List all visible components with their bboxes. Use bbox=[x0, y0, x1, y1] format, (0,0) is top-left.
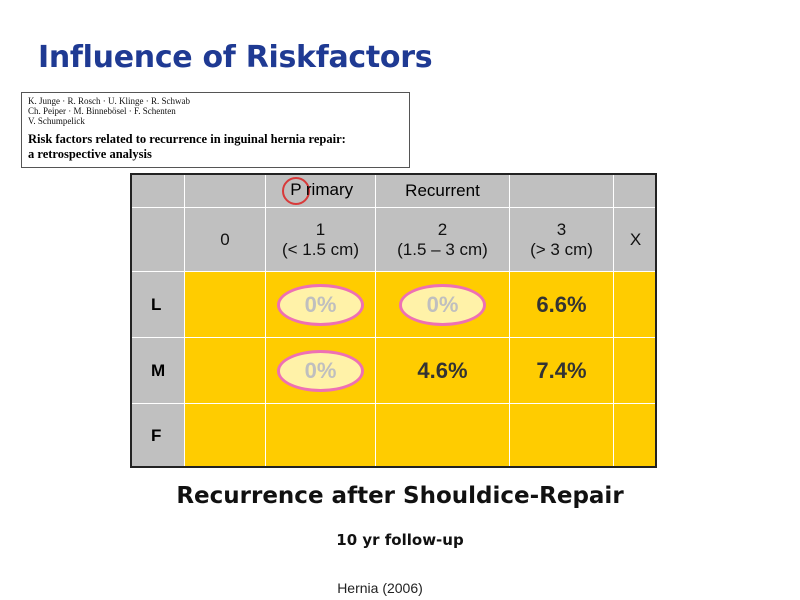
empty-header-cell bbox=[509, 173, 614, 208]
subtitle: Recurrence after Shouldice-Repair bbox=[176, 483, 624, 509]
table-cell bbox=[613, 403, 658, 469]
empty-header-cell bbox=[184, 173, 266, 208]
table-cell bbox=[184, 337, 266, 404]
recurrent-header: Recurrent bbox=[375, 173, 510, 208]
paper-title-line-2: a retrospective analysis bbox=[28, 147, 152, 161]
table-cell bbox=[184, 403, 266, 469]
col-header-3: 3 (> 3 cm) bbox=[509, 207, 614, 272]
highlight-oval: 0% bbox=[398, 283, 487, 326]
highlight-oval: 0% bbox=[276, 349, 365, 392]
table-cell: 6.6% bbox=[509, 271, 614, 338]
table-cell bbox=[613, 271, 658, 338]
table-cell: 0% bbox=[375, 271, 510, 338]
table-cell: 7.4% bbox=[509, 337, 614, 404]
empty-header-cell bbox=[130, 173, 185, 208]
highlight-oval: 0% bbox=[276, 283, 365, 326]
size-header-row: 0 1 (< 1.5 cm) 2 (1.5 – 3 cm) 3 (> 3 cm) X bbox=[130, 207, 658, 272]
table-cell bbox=[265, 403, 376, 469]
row-label: M bbox=[130, 337, 185, 404]
highlight-circle: P bbox=[281, 176, 310, 205]
row-label: F bbox=[130, 403, 185, 469]
table-cell bbox=[184, 271, 266, 338]
followup-label: 10 yr follow-up bbox=[336, 531, 464, 549]
source-label: Hernia (2006) bbox=[337, 580, 423, 596]
authors-line-3: V. Schumpelick bbox=[28, 116, 85, 126]
table-cell: 4.6% bbox=[375, 337, 510, 404]
table-row-f: F bbox=[130, 403, 658, 469]
table-cell bbox=[509, 403, 614, 469]
table-cell bbox=[613, 337, 658, 404]
col-header-0: 0 bbox=[184, 207, 266, 272]
citation-authors: K. Junge · R. Rosch · U. Klinge · R. Sch… bbox=[28, 96, 403, 126]
table-row-l: L 0% 0% 6.6% bbox=[130, 271, 658, 338]
authors-line-2: Ch. Peiper · M. Binnebösel · F. Schenten bbox=[28, 106, 176, 116]
row-label: L bbox=[130, 271, 185, 338]
paper-title-line-1: Risk factors related to recurrence in in… bbox=[28, 132, 346, 146]
col-header-1: 1 (< 1.5 cm) bbox=[265, 207, 376, 272]
citation-box: K. Junge · R. Rosch · U. Klinge · R. Sch… bbox=[21, 92, 410, 168]
empty-header-cell bbox=[613, 173, 658, 208]
col-header-2: 2 (1.5 – 3 cm) bbox=[375, 207, 510, 272]
corner-cell bbox=[130, 207, 185, 272]
table-row-m: M 0% 4.6% 7.4% bbox=[130, 337, 658, 404]
table-cell bbox=[375, 403, 510, 469]
citation-paper-title: Risk factors related to recurrence in in… bbox=[28, 132, 403, 162]
table-cell: 0% bbox=[265, 271, 376, 338]
slide-title: Influence of Riskfactors bbox=[38, 40, 433, 75]
table-cell: 0% bbox=[265, 337, 376, 404]
authors-line-1: K. Junge · R. Rosch · U. Klinge · R. Sch… bbox=[28, 96, 190, 106]
col-header-x: X bbox=[613, 207, 658, 272]
